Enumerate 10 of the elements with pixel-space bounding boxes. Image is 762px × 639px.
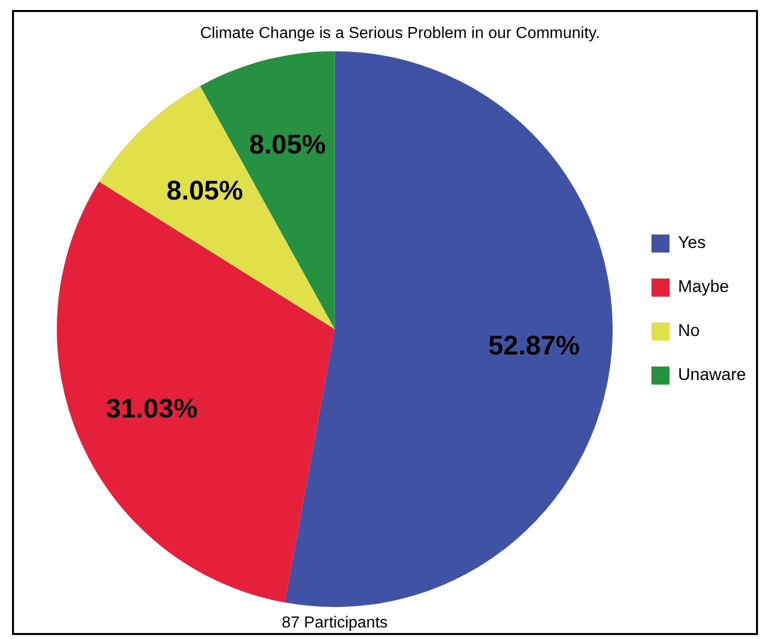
- data-label: 52.87%: [488, 330, 580, 361]
- legend-label: Yes: [678, 233, 706, 252]
- data-label: 8.05%: [249, 130, 326, 160]
- legend-label: No: [678, 321, 700, 340]
- text: 87 Participants: [282, 614, 388, 632]
- data-label: 31.03%: [106, 393, 198, 424]
- legend-label: Maybe: [678, 277, 729, 296]
- data-label: 8.05%: [166, 175, 244, 206]
- legend-label: Unaware: [678, 365, 746, 384]
- chart-title: Climate Change is a Serious Problem in our Community.: [200, 25, 600, 42]
